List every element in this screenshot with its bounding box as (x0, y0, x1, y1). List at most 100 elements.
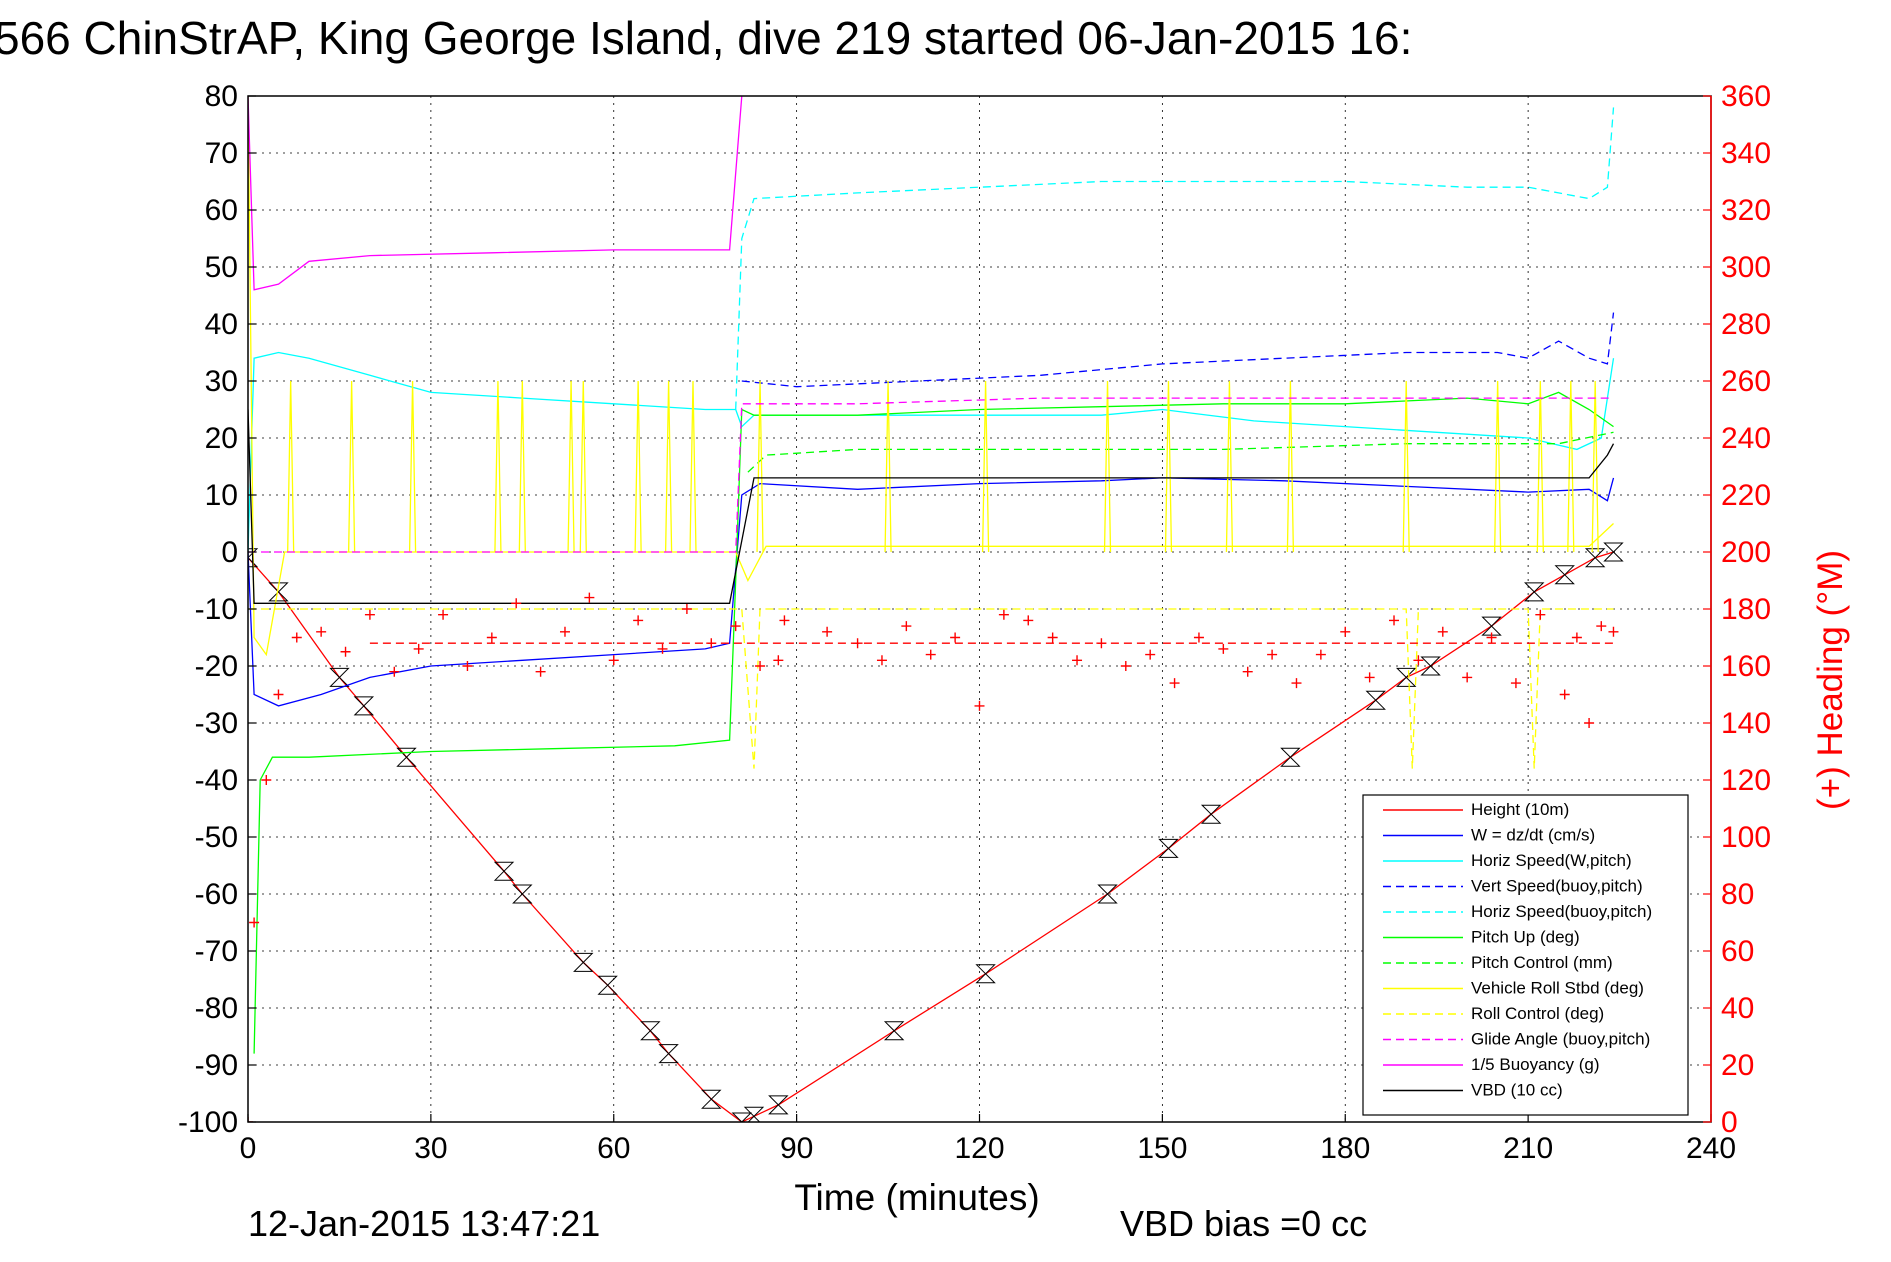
height-marker (268, 582, 289, 602)
height-marker (353, 696, 375, 716)
x-axis-label: Time (minutes) (794, 1177, 1039, 1218)
roll-spike (1402, 380, 1410, 553)
height-marker (883, 1021, 905, 1041)
height-marker (975, 964, 996, 984)
height-marker (1158, 838, 1179, 858)
y-tick-label-left: -30 (195, 707, 238, 740)
height-marker (1584, 548, 1606, 568)
y-tick-label-left: 0 (221, 536, 238, 569)
y-tick-label-left: 40 (205, 308, 238, 341)
y-tick-label-left: 20 (205, 422, 238, 455)
y-tick-label-left: 30 (205, 365, 238, 398)
series-pitch-up-deg (253, 391, 1614, 1054)
x-tick-label: 90 (780, 1132, 813, 1165)
x-tick-label: 180 (1320, 1132, 1370, 1165)
y-tick-label-left: -80 (195, 992, 238, 1025)
y-tick-label-right: 180 (1721, 593, 1771, 626)
height-marker (768, 1095, 789, 1115)
height-marker (1603, 542, 1624, 562)
y-tick-label-right: 360 (1721, 80, 1771, 113)
legend-box (1362, 794, 1689, 1116)
roll-spike (1591, 380, 1599, 553)
roll-spike (689, 380, 697, 553)
legend-label: Horiz Speed(W,pitch) (1471, 851, 1632, 870)
y-tick-label-right: 20 (1721, 1049, 1754, 1082)
legend-label: Glide Angle (buoy,pitch) (1471, 1030, 1650, 1049)
y-tick-label-right: 340 (1721, 137, 1771, 170)
height-marker (248, 548, 259, 568)
height-marker (1097, 884, 1118, 904)
y-tick-label-left: 70 (205, 137, 238, 170)
height-marker (597, 975, 618, 995)
y-tick-label-right: 100 (1721, 821, 1771, 854)
roll-spike (567, 380, 575, 553)
legend-label: VBD (10 cc) (1471, 1081, 1563, 1100)
axis-ticks: 0 30 60 90 120 150 180 210 24080706050403020100-… (178, 80, 1771, 1165)
legend: Height (10m) W = dz/dt (cm/s) Horiz Speed(… (1362, 794, 1689, 1116)
roll-spike (664, 380, 673, 553)
legend-label: Horiz Speed(buoy,pitch) (1471, 902, 1652, 921)
y-tick-label-right: 260 (1721, 365, 1771, 398)
x-tick-label: 150 (1137, 1132, 1187, 1165)
roll-spike (287, 380, 295, 553)
y-tick-label-right: 140 (1721, 707, 1771, 740)
x-tick-label: 120 (954, 1132, 1004, 1165)
vbd-bias-footer: VBD bias =0 cc (1120, 1203, 1367, 1244)
legend-label: Roll Control (deg) (1471, 1004, 1604, 1023)
y-tick-label-right: 0 (1721, 1106, 1738, 1139)
y-tick-label-left: -100 (178, 1106, 238, 1139)
roll-spike (579, 380, 587, 553)
series-layer (248, 96, 1624, 1122)
series-horiz-speed-buoy-pitch (735, 107, 1615, 410)
x-tick-label: 0 (240, 1132, 257, 1165)
legend-label: 1/5 Buoyancy (g) (1471, 1055, 1600, 1074)
y-tick-label-right: 160 (1721, 650, 1771, 683)
y-tick-label-right: 40 (1721, 992, 1754, 1025)
y-axis-label-right: (+) Heading (°M) (1811, 550, 1850, 810)
x-tick-label: 240 (1686, 1132, 1736, 1165)
y-tick-label-right: 80 (1721, 878, 1754, 911)
y-tick-label-right: 220 (1721, 479, 1771, 512)
height-marker (743, 1106, 765, 1122)
height-marker (1280, 747, 1301, 767)
y-tick-label-right: 120 (1721, 764, 1771, 797)
height-marker (701, 1089, 722, 1109)
series-roll-control-deg (248, 608, 1614, 769)
series-w-dz-dt-cm-s (248, 477, 1615, 707)
height-marker (493, 861, 515, 881)
x-tick-label: 210 (1503, 1132, 1553, 1165)
legend-label: Pitch Control (mm) (1471, 953, 1613, 972)
chart-title: 566 ChinStrAP, King George Island, dive … (0, 12, 1412, 64)
height-marker (731, 1112, 752, 1122)
y-tick-label-left: -50 (195, 821, 238, 854)
height-marker (396, 747, 417, 767)
x-tick-label: 60 (597, 1132, 630, 1165)
roll-spike (408, 380, 417, 553)
roll-spike (1103, 380, 1112, 553)
legend-label: Vert Speed(buoy,pitch) (1471, 877, 1643, 896)
roll-spike (1164, 380, 1173, 553)
y-tick-label-left: 50 (205, 251, 238, 284)
y-tick-label-right: 200 (1721, 536, 1771, 569)
roll-spike (1286, 380, 1295, 553)
roll-spike (634, 380, 642, 553)
y-tick-label-right: 320 (1721, 194, 1771, 227)
roll-spike (756, 380, 764, 553)
height-marker (658, 1044, 679, 1064)
legend-label: Height (10m) (1471, 800, 1569, 819)
y-tick-label-left: 60 (205, 194, 238, 227)
series-vert-speed-buoy-pitch (741, 312, 1615, 388)
roll-spike (1225, 380, 1234, 553)
roll-spike (494, 380, 502, 553)
height-marker (1554, 565, 1575, 585)
height-marker (573, 952, 594, 972)
legend-label: W = dz/dt (cm/s) (1471, 826, 1595, 845)
y-tick-label-right: 300 (1721, 251, 1771, 284)
height-marker (1524, 582, 1545, 602)
roll-spike (347, 380, 356, 553)
y-tick-label-right: 240 (1721, 422, 1771, 455)
roll-spike (981, 380, 990, 553)
y-tick-label-left: -70 (195, 935, 238, 968)
roll-spike (1567, 380, 1575, 553)
